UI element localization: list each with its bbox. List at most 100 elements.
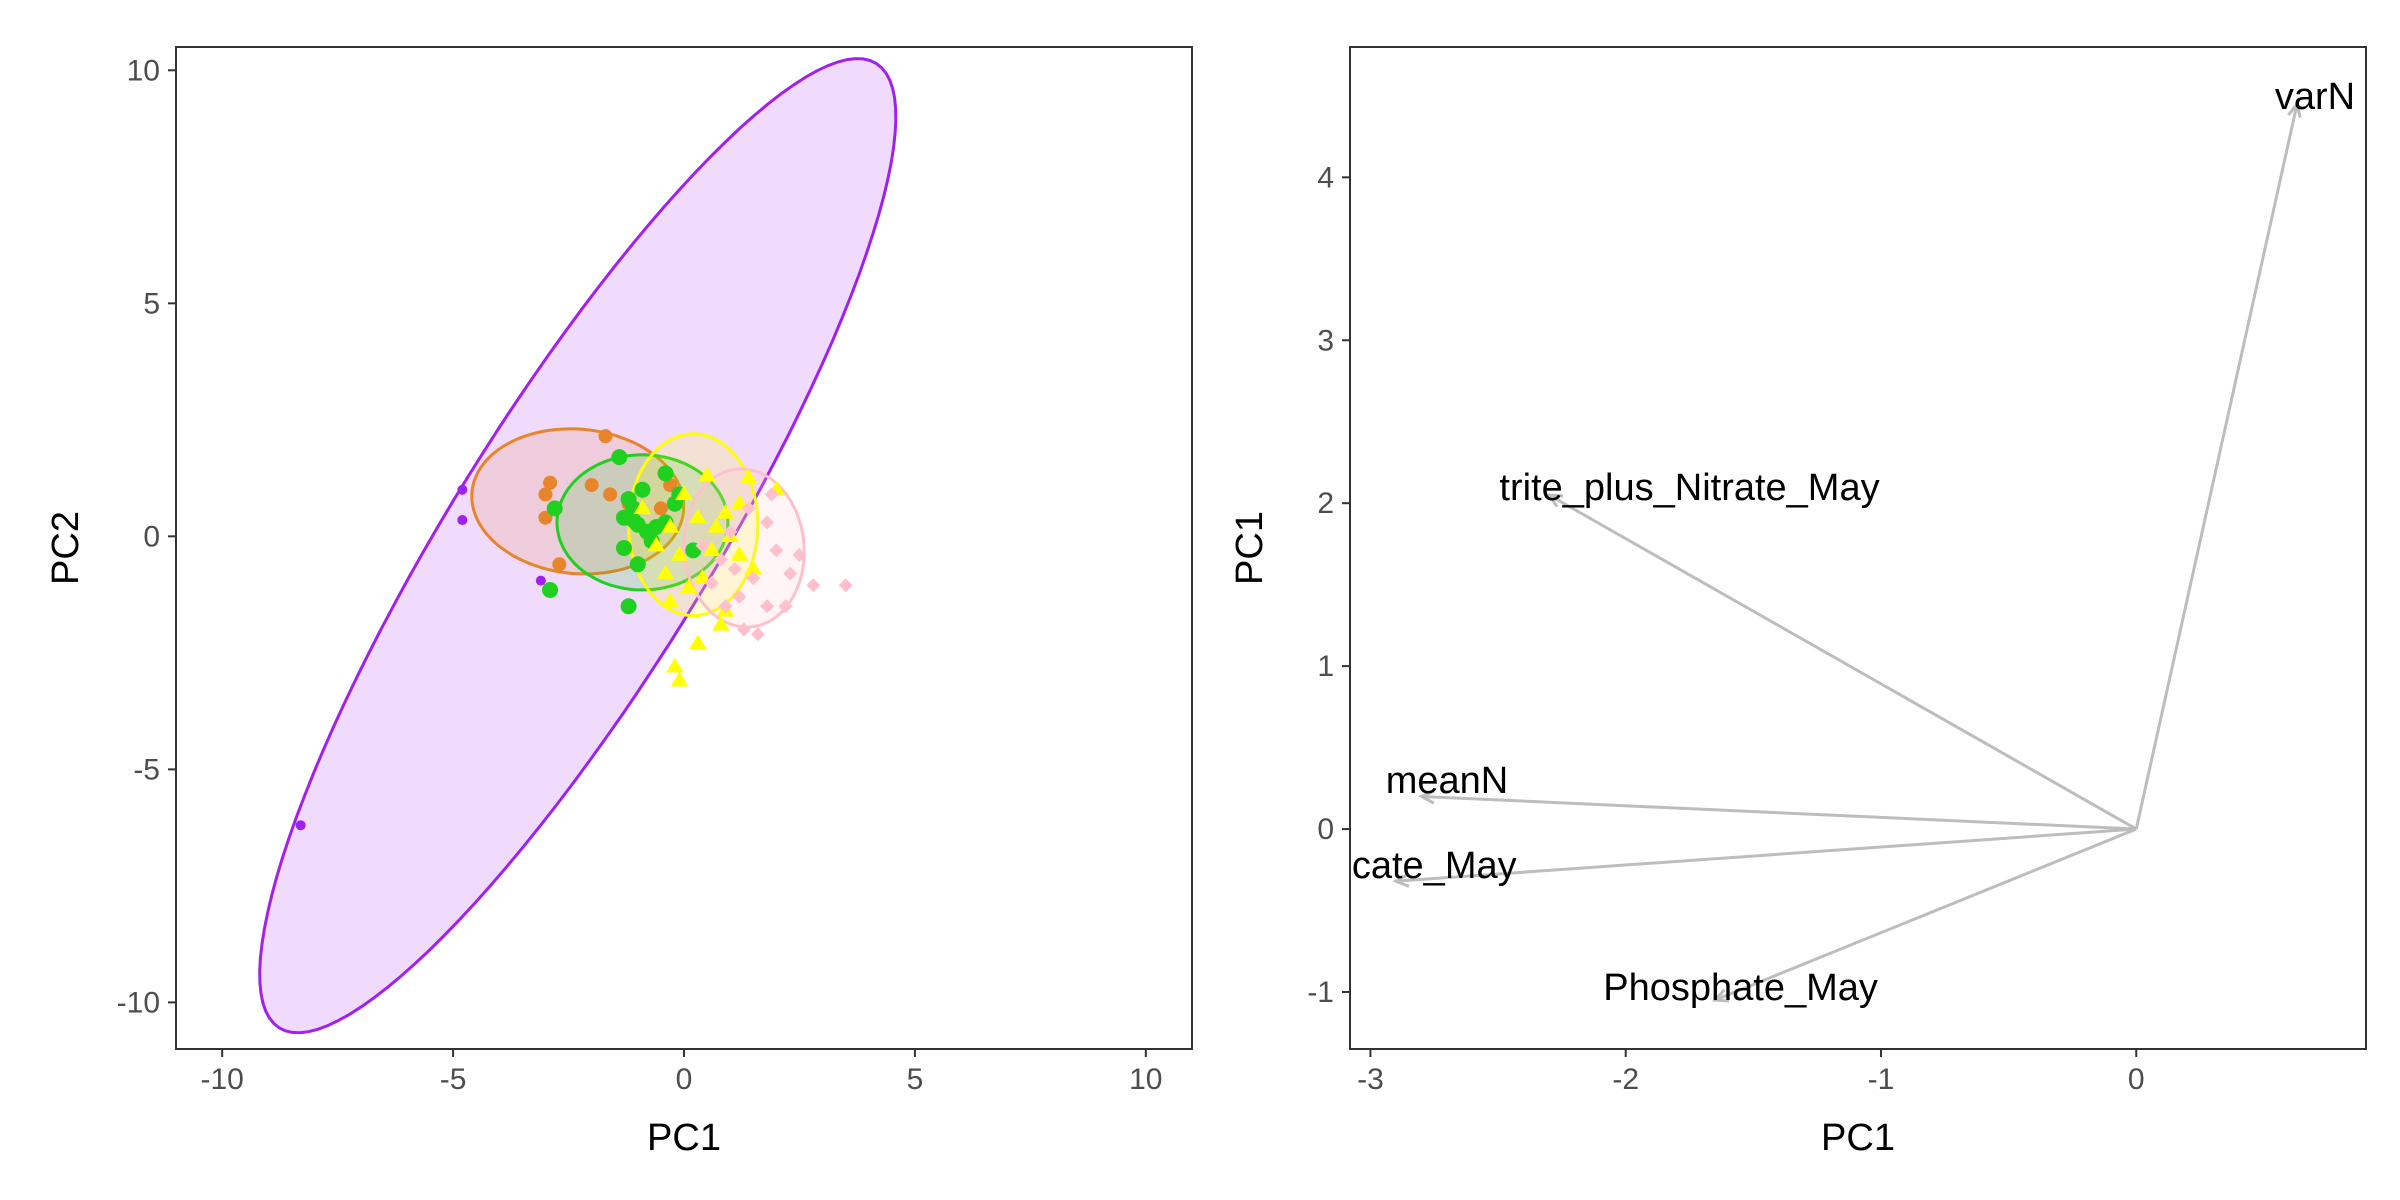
right-y-axis-title: PC1	[1229, 511, 1271, 585]
point-yellow	[702, 541, 721, 557]
left-scatter-panel: -10 -5 0 5 10 -10 -5 0 5 10 PC1 PC2	[45, 46, 1193, 1159]
point-yellow	[689, 634, 707, 650]
right-x-axis-title: PC1	[1821, 1117, 1895, 1159]
point-pink	[723, 524, 738, 539]
point-pink	[760, 515, 775, 530]
point-pink	[838, 578, 853, 593]
arrowhead-meanN	[1418, 789, 1435, 805]
point-pink	[718, 599, 733, 614]
right-y-tick-label: 0	[1317, 813, 1334, 846]
point-yellow	[647, 536, 666, 552]
right-panel-background	[1350, 47, 2366, 1049]
left-y-tick-label: 10	[127, 54, 160, 87]
arrow-cate_May	[1395, 827, 2137, 883]
arrow-label-Phosphate_May: Phosphate_May	[1603, 967, 1878, 1009]
right-y-tick-label: 4	[1317, 161, 1334, 194]
right-x-tick-label: 0	[2128, 1063, 2145, 1096]
point-orange	[543, 475, 558, 490]
point-pink	[727, 561, 742, 576]
point-yellow	[739, 469, 758, 484]
arrowhead-cate_May	[1392, 872, 1410, 888]
point-yellow	[661, 592, 679, 608]
point-green	[625, 512, 642, 529]
right-x-tick-label: -1	[1868, 1063, 1895, 1096]
point-orange	[584, 478, 599, 493]
point-yellow	[730, 494, 749, 510]
point-pink	[741, 501, 756, 516]
point-yellow	[661, 518, 679, 533]
point-yellow	[730, 546, 749, 561]
arrowhead-Phosphate_May	[1711, 988, 1730, 1003]
right-x-axis-ticks: -3 -2 -1 0	[1357, 1049, 2145, 1096]
point-orange	[603, 487, 618, 502]
point-pink	[792, 547, 807, 562]
ellipse-orange	[470, 427, 686, 576]
point-orange	[538, 510, 553, 525]
left-y-tick-label: -5	[133, 753, 160, 786]
point-yellow	[633, 499, 652, 515]
point-green	[620, 598, 637, 615]
point-green	[546, 500, 563, 517]
arrowhead-trite_plus_Nitrate_May	[1546, 493, 1564, 508]
point-green	[542, 581, 559, 598]
arrow-trite_plus_Nitrate_May	[1548, 493, 2137, 831]
point-yellow	[656, 564, 675, 580]
point-pink	[737, 622, 752, 637]
right-panel-border	[1349, 46, 2367, 1050]
point-orange	[653, 501, 668, 516]
right-labels-layer: varN trite_plus_Nitrate_May meanN cate_May P…	[1352, 76, 2355, 1009]
right-x-tick-label: -2	[1612, 1063, 1639, 1096]
point-yellow	[670, 546, 689, 561]
left-x-axis-ticks: -10 -5 0 5 10	[201, 1049, 1163, 1096]
arrow-Phosphate_May	[1714, 827, 2137, 1002]
point-purple	[457, 515, 468, 526]
point-yellow	[716, 504, 735, 519]
ellipse-purple	[258, 57, 898, 1035]
left-y-axis-title: PC2	[45, 511, 87, 585]
point-yellow	[698, 466, 716, 482]
left-y-tick-label: -10	[117, 986, 160, 1019]
point-purple	[295, 820, 306, 831]
arrowhead-varN	[2287, 100, 2302, 118]
point-purple	[535, 575, 546, 586]
point-green	[629, 556, 646, 573]
arrow-meanN	[1421, 794, 2137, 831]
right-y-tick-label: 1	[1317, 650, 1334, 683]
point-yellow	[712, 615, 730, 631]
point-orange	[598, 429, 613, 444]
arrow-label-varN: varN	[2275, 76, 2355, 118]
left-x-tick-label: -5	[440, 1063, 467, 1096]
point-green	[611, 449, 628, 466]
point-yellow	[679, 578, 698, 594]
right-y-tick-label: 2	[1317, 487, 1334, 520]
left-y-tick-label: 5	[143, 287, 160, 320]
left-points-layer	[295, 429, 853, 831]
left-x-axis-title: PC1	[647, 1117, 721, 1159]
arrow-varN	[2134, 103, 2299, 830]
point-green	[657, 465, 674, 482]
point-pink	[783, 566, 798, 581]
point-pink	[750, 627, 765, 642]
left-x-tick-label: 10	[1129, 1063, 1162, 1096]
point-yellow	[693, 569, 712, 585]
right-arrows-layer	[1392, 100, 2302, 1003]
point-yellow	[670, 671, 689, 687]
point-yellow	[744, 559, 763, 575]
point-pink	[769, 543, 784, 558]
point-green	[615, 540, 632, 556]
point-pink	[704, 575, 719, 590]
arrow-label-cate_May: cate_May	[1352, 845, 1517, 887]
point-pink	[746, 571, 761, 586]
left-y-tick-label: 0	[143, 520, 160, 553]
point-pink	[713, 552, 728, 567]
arrow-label-trite_plus_Nitrate_May: trite_plus_Nitrate_May	[1499, 467, 1879, 509]
right-biplot-panel: varN trite_plus_Nitrate_May meanN cate_May P…	[1229, 46, 2367, 1159]
point-pink	[695, 538, 710, 553]
point-pink	[732, 589, 747, 604]
point-pink	[806, 578, 821, 593]
point-pink	[764, 487, 779, 502]
point-green	[634, 481, 651, 498]
point-yellow	[707, 518, 726, 533]
left-x-tick-label: 0	[676, 1063, 693, 1096]
